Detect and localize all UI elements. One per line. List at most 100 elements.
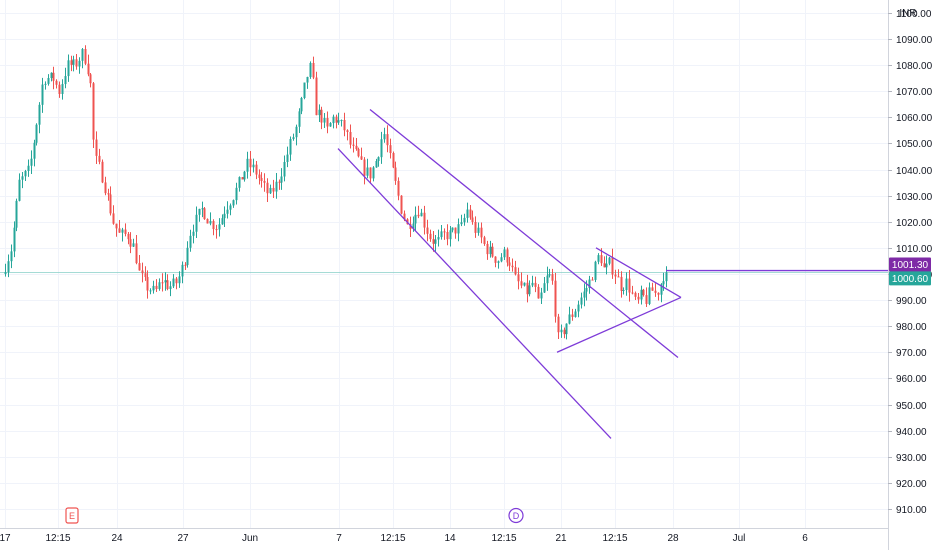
candle-body <box>235 187 238 201</box>
candle-body <box>637 296 640 300</box>
candle-body <box>412 223 415 230</box>
x-tick-label: 21 <box>555 533 567 544</box>
candle-body <box>531 282 534 286</box>
candle-body <box>201 208 204 210</box>
candle-body <box>591 279 594 281</box>
candle-body <box>517 274 520 282</box>
price-axis[interactable]: 910.00 920.00 930.00 940.00 950.00 960.00 970.… <box>888 0 932 550</box>
candle-body <box>349 131 352 145</box>
candle-body <box>280 176 283 183</box>
candle-body <box>506 249 509 263</box>
candle-body <box>129 239 132 247</box>
candle-body <box>92 83 95 140</box>
candle-body <box>260 177 263 181</box>
candle-body <box>631 292 634 294</box>
x-tick-label: 28 <box>667 533 679 544</box>
candle-body <box>400 195 403 214</box>
candle-body <box>24 170 27 177</box>
candle-body <box>446 232 449 240</box>
candle-body <box>144 273 147 277</box>
candle-body <box>107 193 110 195</box>
earnings-marker[interactable] <box>65 507 79 524</box>
candle-body <box>551 274 554 281</box>
candle-body <box>434 239 437 244</box>
candle-body <box>394 167 397 181</box>
candle-body <box>417 214 420 217</box>
candle-body <box>206 219 209 224</box>
candle-body <box>560 329 563 333</box>
y-tick-label: 920.00 <box>896 479 927 490</box>
candle-body <box>457 224 460 234</box>
candle-body <box>7 261 10 273</box>
candle-body <box>232 200 235 206</box>
y-tick-label: 1070.00 <box>896 87 932 98</box>
candle-body <box>18 179 21 201</box>
candle-body <box>474 222 477 233</box>
candle-body <box>266 182 269 194</box>
y-tick-label: 1100.00 <box>896 9 932 20</box>
trendline <box>556 296 682 353</box>
candle-body <box>98 155 101 162</box>
candle-body <box>252 164 255 168</box>
candle-body <box>363 159 366 176</box>
candle-body <box>577 304 580 312</box>
candle-body <box>289 139 292 155</box>
candle-body <box>209 221 212 224</box>
candle-body <box>357 149 360 157</box>
candle-body <box>603 263 606 268</box>
candle-body <box>192 231 195 236</box>
candlesticks <box>4 45 668 340</box>
x-tick-label: Jun <box>242 533 258 544</box>
x-tick-label: 24 <box>111 533 123 544</box>
x-tick-label: Jul <box>733 533 746 544</box>
candle-body <box>146 276 149 291</box>
x-tick-label: 27 <box>177 533 189 544</box>
candle-body <box>104 182 107 194</box>
x-tick-label: 12:15 <box>45 533 70 544</box>
candle-body <box>212 221 215 230</box>
candle-body <box>283 161 286 177</box>
candle-body <box>295 126 298 138</box>
candle-body <box>583 291 586 298</box>
candle-body <box>426 227 429 234</box>
candle-body <box>480 227 483 238</box>
candle-body <box>335 116 338 123</box>
candle-body <box>278 181 281 183</box>
candle-body <box>181 264 184 277</box>
candle-body <box>460 222 463 225</box>
candle-body <box>563 329 566 335</box>
candle-body <box>323 117 326 123</box>
candle-body <box>594 261 597 280</box>
marker-letter: D <box>513 511 520 521</box>
candle-body <box>486 243 489 255</box>
dividend-marker[interactable] <box>508 507 524 524</box>
candle-body <box>27 165 30 171</box>
candle-body <box>654 290 657 293</box>
candle-body <box>546 275 549 284</box>
candle-body <box>218 224 221 230</box>
candle-body <box>380 139 383 158</box>
time-axis[interactable]: 17 12:15 24 27 Jun 7 12:15 14 12:15 21 12:15 28 Jul 6 <box>0 528 888 545</box>
candle-body <box>249 158 252 168</box>
candle-body <box>118 228 121 233</box>
candle-body <box>585 288 588 292</box>
marker-letter: E <box>69 511 75 521</box>
candle-body <box>58 84 61 94</box>
candle-body <box>255 164 258 175</box>
candle-body <box>75 59 78 67</box>
x-tick-label: 12:15 <box>491 533 516 544</box>
y-tick-label: 1040.00 <box>896 166 932 177</box>
candle-body <box>466 209 469 218</box>
y-tick-label: 1030.00 <box>896 192 932 203</box>
candle-body <box>432 239 435 244</box>
candle-body <box>198 208 201 215</box>
candle-body <box>109 194 112 214</box>
candle-body <box>300 97 303 112</box>
candle-body <box>149 290 152 292</box>
candle-body <box>642 289 645 296</box>
candle-body <box>195 214 198 232</box>
candle-body <box>13 227 16 252</box>
candle-body <box>437 237 440 240</box>
